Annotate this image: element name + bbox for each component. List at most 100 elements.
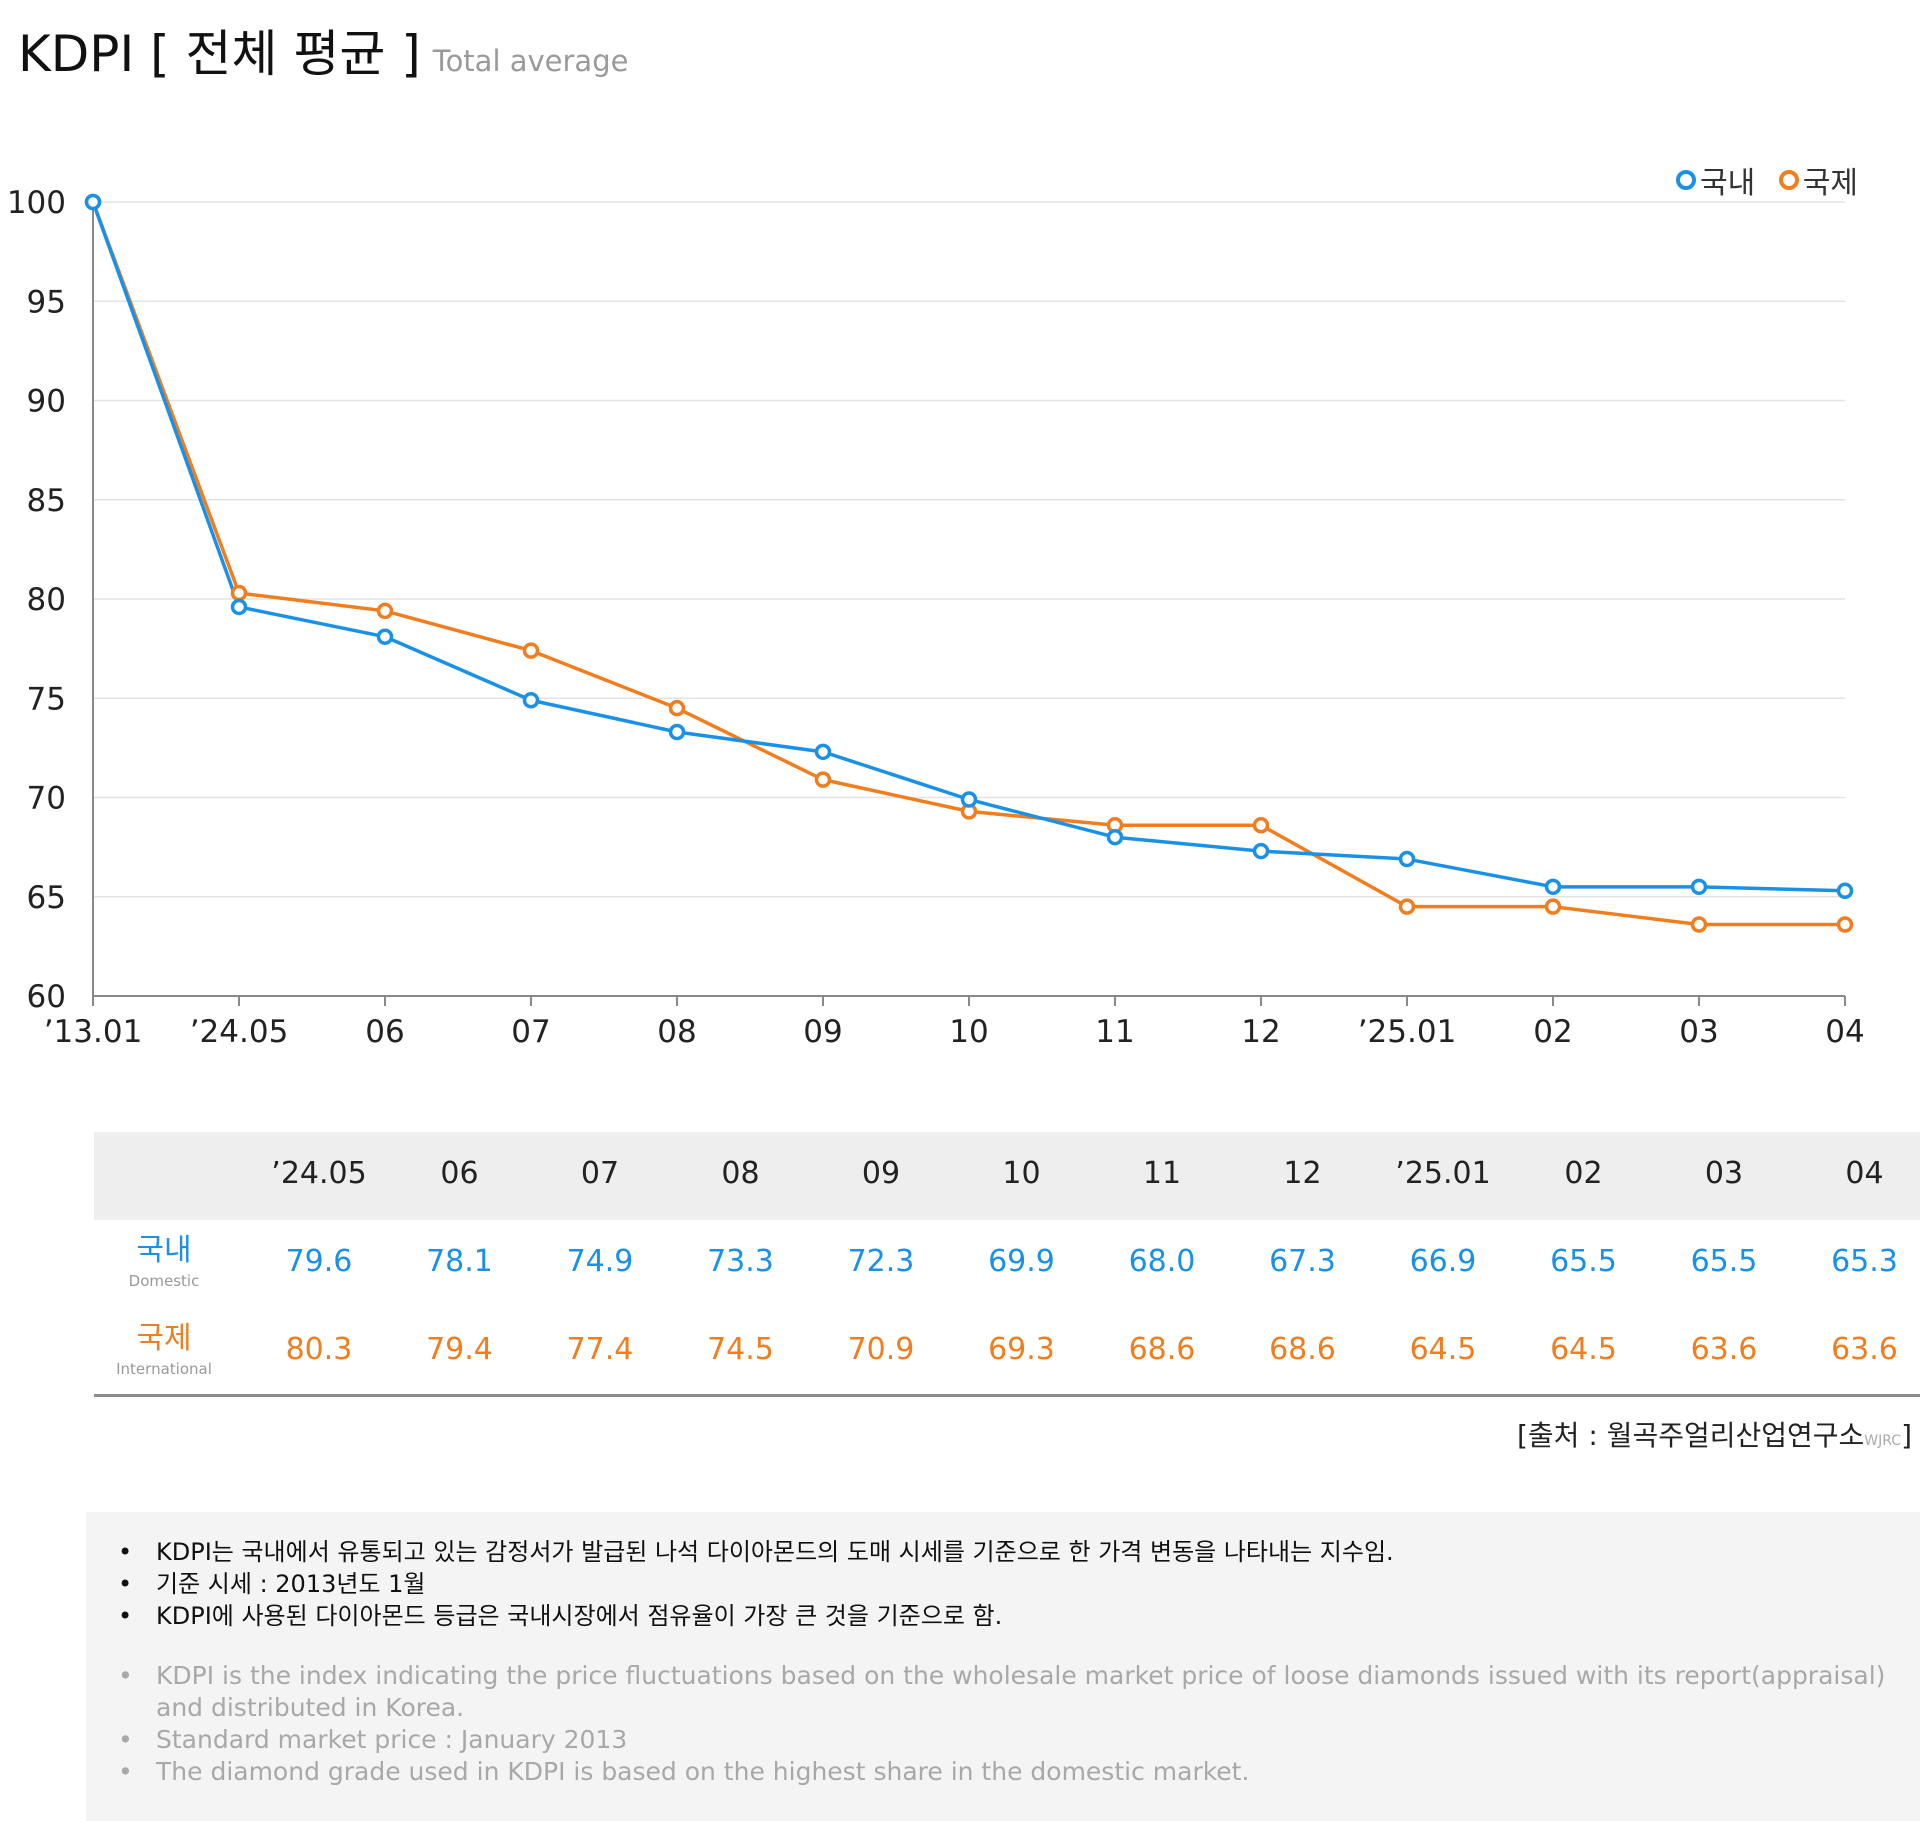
- table-header-cell: 07: [580, 1156, 620, 1191]
- x-tick-label: ’13.01: [44, 1014, 143, 1050]
- page-title-group: KDPI [ 전체 평균 ] Total average: [18, 14, 628, 86]
- table-cell-international: 79.4: [426, 1332, 493, 1367]
- data-point-domestic: [84, 193, 102, 211]
- notes-list-en: KDPI is the index indicating the price f…: [116, 1660, 1920, 1788]
- data-point-domestic: [1836, 882, 1854, 900]
- y-tick-label: 70: [27, 781, 66, 817]
- data-point-domestic: [814, 743, 832, 761]
- table-header-row: ’24.05 06 07 08 09 10 11 12 ’25.01 02 03 04: [94, 1132, 1920, 1220]
- table-header-cell: 09: [861, 1156, 901, 1191]
- legend-marker-domestic: [1676, 170, 1696, 190]
- y-tick-label: 95: [27, 284, 66, 320]
- table-cell-domestic: 78.1: [426, 1244, 493, 1279]
- legend-label-international: 국제: [1802, 166, 1858, 201]
- table-cell-domestic: 72.3: [847, 1244, 915, 1279]
- y-tick-label: 65: [27, 880, 66, 916]
- notes-list-ko: KDPI는 국내에서 유통되고 있는 감정서가 발급된 나석 다이아몬드의 도매…: [116, 1536, 1394, 1632]
- data-point-domestic: [1398, 850, 1416, 868]
- table-cell-domestic: 73.3: [707, 1244, 774, 1279]
- x-tick-label: ’24.05: [190, 1014, 289, 1050]
- note-item-en: KDPI is the index indicating the price f…: [116, 1660, 1920, 1724]
- note-item-ko: KDPI에 사용된 다이아몬드 등급은 국내시장에서 점유율이 가장 큰 것을 …: [116, 1600, 1394, 1632]
- table-header-cell: 12: [1283, 1156, 1322, 1191]
- data-point-international: [1836, 916, 1854, 933]
- table-header-cell: 03: [1704, 1156, 1744, 1191]
- source-close: ]: [1901, 1419, 1912, 1452]
- data-point-international: [1544, 898, 1562, 915]
- row-label-domestic: 국내 Domestic: [94, 1233, 234, 1291]
- source-abbr: WJRC: [1864, 1433, 1902, 1449]
- table-header-cell: 04: [1845, 1156, 1884, 1191]
- table-header-cell: 06: [440, 1156, 479, 1191]
- line-chart: 60 65 70 75 80 85 90 95 100 ’13.01 ’24.05 06 07 08 09 1…: [7, 185, 1865, 1050]
- data-point-domestic: [1544, 878, 1562, 896]
- legend-item-domestic: 국내: [1676, 158, 1755, 202]
- table-bottom-rule: [94, 1394, 1920, 1397]
- data-point-domestic: [1252, 842, 1270, 860]
- table-cell-international: 63.6: [1690, 1332, 1758, 1367]
- data-table: ’24.05 06 07 08 09 10 11 12 ’25.01 02 03 04 국내 Dome…: [94, 1132, 1920, 1397]
- row-label-international: 국제 International: [94, 1321, 234, 1379]
- data-point-international: [230, 584, 248, 602]
- data-point-domestic: [1106, 828, 1124, 846]
- table-cell-international: 80.3: [285, 1332, 353, 1367]
- table-cell-domestic: 69.9: [988, 1244, 1055, 1279]
- data-point-domestic: [522, 691, 540, 709]
- data-point-international: [814, 771, 832, 788]
- table-cell-international: 77.4: [566, 1332, 634, 1367]
- x-tick-label: 12: [1241, 1014, 1280, 1050]
- data-point-domestic: [960, 791, 978, 808]
- table-cell-international: 64.5: [1409, 1332, 1477, 1367]
- table-header-cell: 02: [1564, 1156, 1603, 1191]
- x-tick-label: 04: [1825, 1014, 1864, 1050]
- legend-label-domestic: 국내: [1700, 166, 1756, 201]
- data-point-international: [376, 602, 394, 620]
- table-cell-international: 68.6: [1269, 1332, 1336, 1367]
- note-item-en: Standard market price : January 2013: [116, 1724, 1920, 1756]
- row-label-international-ko: 국제: [136, 1321, 192, 1356]
- series-line-domestic: [91, 201, 1846, 893]
- row-label-domestic-ko: 국내: [136, 1233, 192, 1268]
- y-tick-label: 80: [27, 582, 66, 618]
- source-text: [출처 : 월곡주얼리산업연구소: [1517, 1419, 1865, 1452]
- table-cell-domestic: 65.5: [1550, 1244, 1617, 1279]
- table-cell-domestic: 65.3: [1831, 1244, 1898, 1279]
- table-cell-international: 68.6: [1128, 1332, 1196, 1367]
- table-cell-domestic: 65.5: [1690, 1244, 1758, 1279]
- table-cell-international: 70.9: [847, 1332, 915, 1367]
- source-credit: [출처 : 월곡주얼리산업연구소WJRC]: [1517, 1414, 1912, 1454]
- page-subtitle: Total average: [432, 44, 629, 78]
- x-tick-label: 08: [657, 1014, 696, 1050]
- table-cell-domestic: 79.6: [285, 1244, 353, 1279]
- page-title: KDPI [ 전체 평균 ]: [18, 25, 421, 83]
- table-header-cell: 10: [1002, 1156, 1041, 1191]
- table-cell-international: 74.5: [707, 1332, 774, 1367]
- chart-legend: 국내 국제: [1676, 158, 1872, 202]
- x-tick-label: 03: [1679, 1014, 1718, 1050]
- table-cell-domestic: 66.9: [1409, 1244, 1477, 1279]
- table-cell-domestic: 74.9: [566, 1244, 634, 1279]
- data-point-domestic: [230, 598, 248, 616]
- table-header-cell: ’24.05: [271, 1156, 367, 1191]
- table-cell-domestic: 68.0: [1128, 1244, 1196, 1279]
- table-row-international: 국제 International 80.3 79.4 77.4 74.5 70.9 69.…: [94, 1308, 1920, 1396]
- data-point-international: [1398, 898, 1416, 915]
- table-header-cell: 08: [721, 1156, 760, 1191]
- table-cell-international: 64.5: [1550, 1332, 1617, 1367]
- table-cell-international: 63.6: [1831, 1332, 1898, 1367]
- data-point-international: [1252, 817, 1270, 834]
- x-tick-label: 11: [1095, 1014, 1134, 1050]
- x-tick-label: 07: [511, 1014, 550, 1050]
- x-tick-label: 02: [1533, 1014, 1572, 1050]
- table-header-cell: ’25.01: [1395, 1156, 1491, 1191]
- data-point-international: [668, 699, 686, 717]
- table-row-domestic: 국내 Domestic 79.6 78.1 74.9 73.3 72.3 69.9 68.0…: [94, 1220, 1920, 1308]
- legend-item-international: 국제: [1778, 158, 1858, 202]
- notes-panel: KDPI는 국내에서 유통되고 있는 감정서가 발급된 나석 다이아몬드의 도매…: [86, 1512, 1920, 1821]
- table-header-cell: 11: [1142, 1156, 1182, 1191]
- row-label-domestic-en: Domestic: [128, 1272, 200, 1290]
- data-point-domestic: [1690, 878, 1708, 896]
- data-point-domestic: [376, 628, 394, 645]
- x-tick-label: 06: [365, 1014, 404, 1050]
- x-tick-label: 09: [803, 1014, 842, 1050]
